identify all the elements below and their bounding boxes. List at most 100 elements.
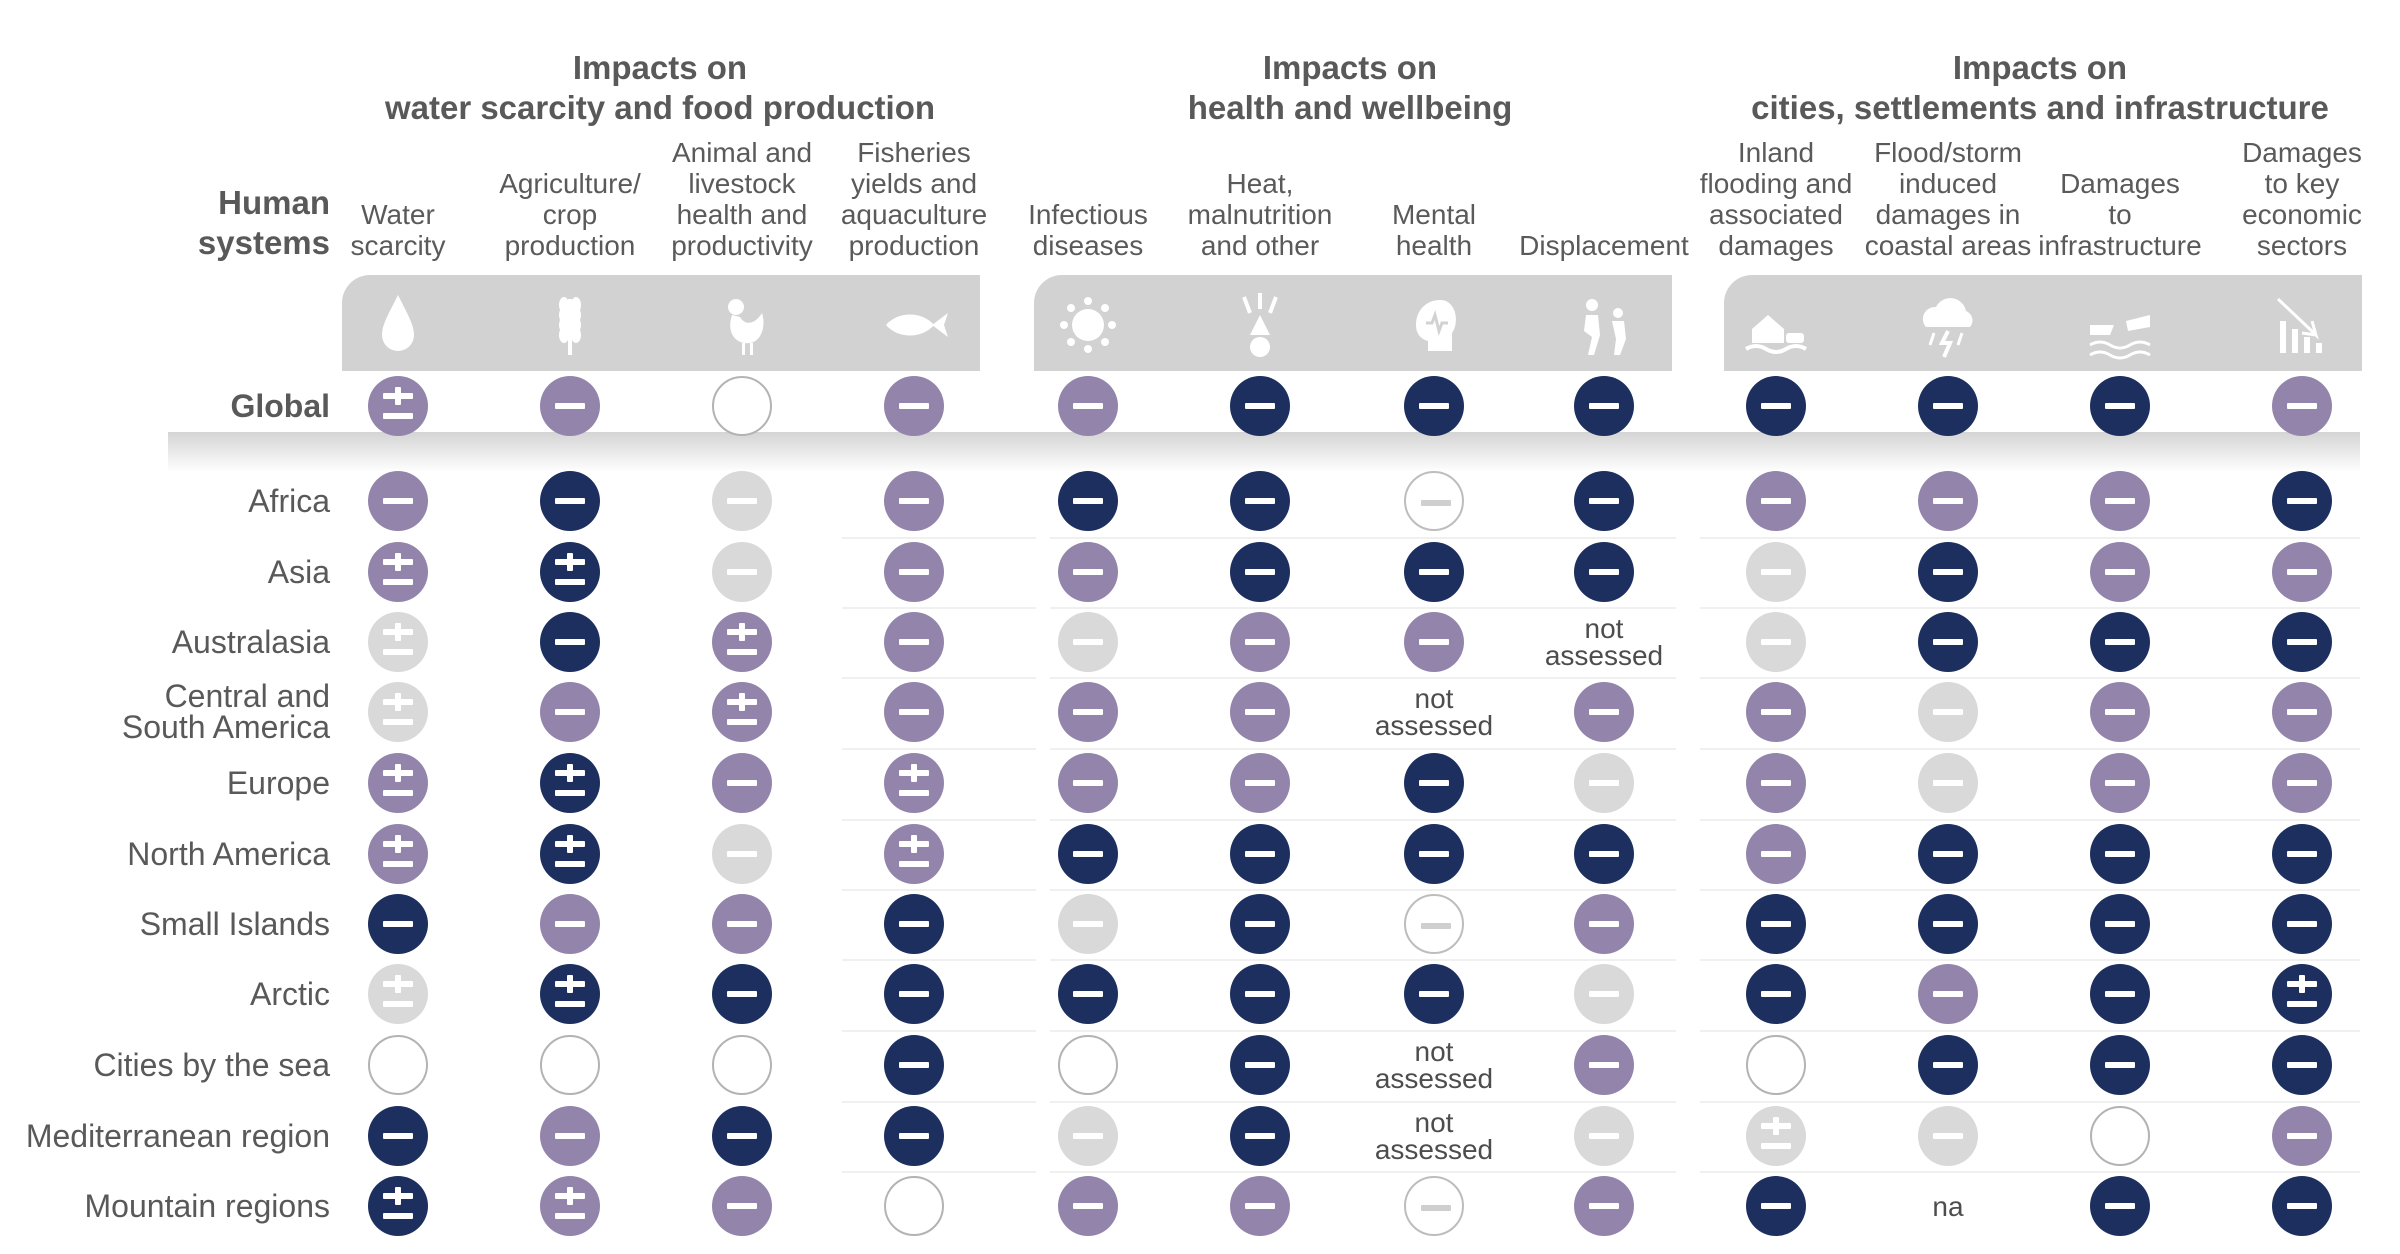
purple-minus-circle — [540, 376, 600, 436]
heat-person-icon — [1215, 285, 1305, 365]
purple-minus-circle — [2272, 682, 2332, 742]
navy-minus-circle — [1230, 964, 1290, 1024]
row-label: Arctic — [250, 975, 330, 1012]
row-divider — [1050, 1030, 1676, 1032]
navy-plus-minus-circle — [2272, 964, 2332, 1024]
grey-minus-circle — [712, 471, 772, 531]
empty-circle — [540, 1035, 600, 1095]
navy-minus-circle — [884, 964, 944, 1024]
row-divider — [1050, 677, 1676, 679]
purple-minus-circle — [884, 376, 944, 436]
purple-minus-circle — [1746, 471, 1806, 531]
navy-minus-circle — [1058, 824, 1118, 884]
icon-band-cities — [1724, 275, 2362, 371]
grey-plus-minus-circle — [368, 964, 428, 1024]
purple-minus-circle — [2090, 753, 2150, 813]
purple-plus-minus-circle — [712, 612, 772, 672]
navy-minus-circle — [368, 894, 428, 954]
grey-minus-circle — [1058, 612, 1118, 672]
row-divider — [1700, 537, 2360, 539]
navy-minus-circle — [884, 1035, 944, 1095]
row-divider — [1050, 819, 1676, 821]
purple-minus-circle — [884, 612, 944, 672]
navy-minus-circle — [1230, 471, 1290, 531]
row-label: Australasia — [171, 623, 330, 660]
purple-plus-minus-circle — [368, 753, 428, 813]
row-label: Small Islands — [139, 905, 330, 942]
flooded-house-icon — [1731, 285, 1821, 365]
column-header-5: Heat, malnutrition and other — [1187, 168, 1333, 261]
row-divider — [1050, 607, 1676, 609]
navy-minus-circle — [1230, 894, 1290, 954]
wheat-icon — [525, 285, 615, 365]
navy-minus-circle — [368, 1106, 428, 1166]
purple-minus-circle — [1230, 753, 1290, 813]
navy-minus-circle — [1404, 376, 1464, 436]
row-divider — [842, 537, 1036, 539]
navy-minus-circle — [1404, 824, 1464, 884]
purple-minus-circle — [1574, 682, 1634, 742]
column-header-3: Fisheries yields and aquaculture product… — [840, 137, 988, 261]
row-divider — [1700, 607, 2360, 609]
row-label: Europe — [226, 764, 330, 801]
navy-minus-circle — [1574, 471, 1634, 531]
row-divider — [842, 1101, 1036, 1103]
purple-minus-circle — [540, 894, 600, 954]
grey-minus-circle — [1918, 753, 1978, 813]
navy-minus-circle — [1746, 964, 1806, 1024]
broken-bridge-icon — [2075, 285, 2165, 365]
row-label: Mountain regions — [84, 1187, 330, 1224]
row-divider — [1700, 1171, 2360, 1173]
navy-minus-circle — [1746, 1176, 1806, 1236]
purple-minus-circle — [1746, 682, 1806, 742]
navy-minus-circle — [1918, 376, 1978, 436]
empty-circle — [712, 1035, 772, 1095]
purple-minus-circle — [1058, 376, 1118, 436]
circled-minus — [1404, 894, 1464, 954]
navy-minus-circle — [1230, 1035, 1290, 1095]
navy-minus-circle — [2272, 612, 2332, 672]
purple-minus-circle — [1918, 964, 1978, 1024]
row-divider — [1700, 748, 2360, 750]
purple-minus-circle — [1230, 1176, 1290, 1236]
navy-minus-circle — [1918, 1035, 1978, 1095]
purple-minus-circle — [1574, 1176, 1634, 1236]
row-label: Cities by the sea — [93, 1046, 330, 1083]
navy-minus-circle — [1746, 376, 1806, 436]
navy-minus-circle — [2272, 824, 2332, 884]
empty-circle — [1746, 1035, 1806, 1095]
purple-plus-minus-circle — [368, 376, 428, 436]
navy-minus-circle — [1230, 1106, 1290, 1166]
navy-minus-circle — [1918, 894, 1978, 954]
navy-minus-circle — [1058, 471, 1118, 531]
navy-minus-circle — [2090, 612, 2150, 672]
purple-plus-minus-circle — [712, 682, 772, 742]
row-divider — [1050, 959, 1676, 961]
navy-minus-circle — [884, 894, 944, 954]
navy-minus-circle — [1918, 542, 1978, 602]
purple-minus-circle — [540, 1106, 600, 1166]
purple-plus-minus-circle — [368, 824, 428, 884]
grey-minus-circle — [1058, 894, 1118, 954]
row-divider — [842, 1171, 1036, 1173]
navy-minus-circle — [2272, 894, 2332, 954]
purple-minus-circle — [1058, 753, 1118, 813]
global-separator — [168, 432, 2360, 472]
column-header-7: Displacement — [1519, 230, 1689, 261]
purple-minus-circle — [2272, 376, 2332, 436]
navy-minus-circle — [2090, 376, 2150, 436]
navy-minus-circle — [1404, 542, 1464, 602]
column-header-1: Agriculture/ crop production — [499, 168, 641, 261]
navy-plus-minus-circle — [540, 964, 600, 1024]
fish-icon — [869, 285, 959, 365]
empty-circle — [884, 1176, 944, 1236]
purple-minus-circle — [712, 894, 772, 954]
purple-plus-minus-circle — [368, 542, 428, 602]
not-assessed-text: not assessed — [1544, 613, 1664, 671]
empty-circle — [2090, 1106, 2150, 1166]
not-assessed-text: not assessed — [1374, 683, 1494, 741]
navy-minus-circle — [2090, 894, 2150, 954]
purple-minus-circle — [1918, 471, 1978, 531]
grey-minus-circle — [712, 824, 772, 884]
row-divider — [842, 889, 1036, 891]
